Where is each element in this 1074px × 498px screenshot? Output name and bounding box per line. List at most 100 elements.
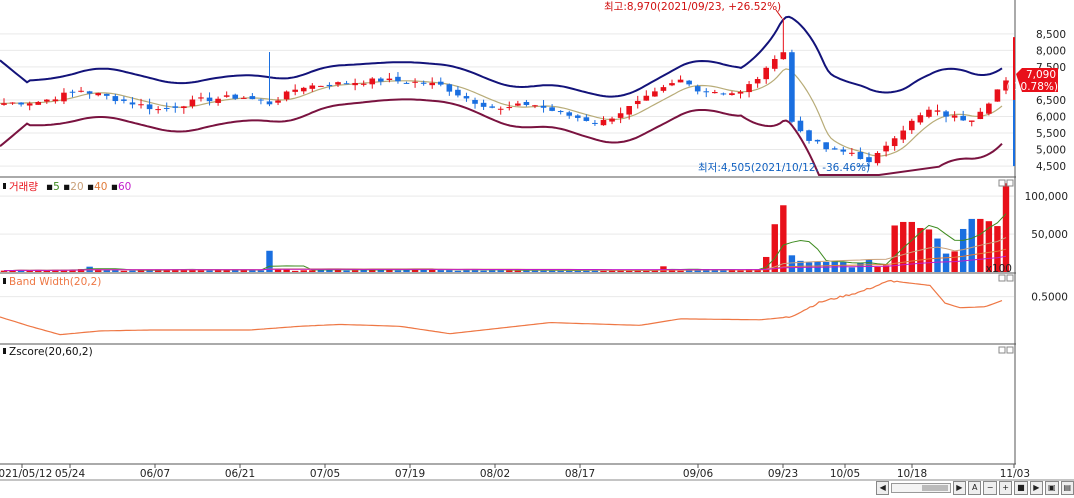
volume-bar <box>420 269 427 272</box>
play-icon[interactable]: ▶ <box>1029 481 1044 495</box>
candle-body <box>737 91 744 94</box>
volume-bar <box>95 269 102 272</box>
volume-bar <box>189 269 196 272</box>
pane-minimize-button[interactable] <box>998 346 1006 354</box>
volume-bar <box>574 270 581 272</box>
candle-body <box>900 130 907 140</box>
candle-body <box>686 80 692 85</box>
date-label: 08/17 <box>565 468 595 480</box>
pane-minimize-button[interactable] <box>998 274 1006 282</box>
candle-body <box>600 119 607 126</box>
candle-body <box>249 96 256 100</box>
candle-body <box>420 82 427 84</box>
annotation-high-pointer <box>775 9 783 19</box>
candle-body <box>437 81 444 85</box>
volume-bar <box>583 269 590 272</box>
candle-body <box>643 95 650 101</box>
volume-bar <box>625 270 633 272</box>
pane-minimize-button[interactable] <box>998 179 1006 187</box>
volume-bar <box>728 269 736 272</box>
candle-body <box>352 82 358 86</box>
zoom-out-icon[interactable]: − <box>983 481 997 495</box>
volume-bar <box>968 218 975 272</box>
candle-body <box>18 102 24 105</box>
volume-bar <box>754 269 761 272</box>
volume-axis: 50,000 100,000 <box>1025 191 1068 241</box>
candle-body <box>189 99 196 107</box>
pane-close-button[interactable] <box>1006 346 1014 354</box>
candle-body <box>515 103 521 106</box>
pane-close-button[interactable] <box>1006 274 1014 282</box>
candle-body <box>609 118 615 122</box>
current-price-tag: 7,090 ( 10.78%) <box>1006 68 1058 93</box>
date-label: 06/07 <box>140 468 170 480</box>
volume-bar <box>908 221 915 272</box>
legend-separator: ▪ <box>46 181 53 193</box>
candle-body <box>771 58 778 69</box>
scroll-left-button[interactable]: ◀ <box>876 481 890 495</box>
zoom-in-icon[interactable]: + <box>998 481 1013 495</box>
volume-bar <box>240 270 247 272</box>
bollinger-bands <box>0 15 1003 176</box>
bandwidth-axis: 0.5000 <box>1031 292 1068 304</box>
scroll-right-button[interactable]: ▶ <box>952 481 966 495</box>
date-label: 07/19 <box>395 468 425 480</box>
volume-bar <box>137 270 145 272</box>
candle-body <box>986 103 992 114</box>
pane-close-button[interactable] <box>1006 179 1014 187</box>
legend-separator: ▪ <box>60 181 70 193</box>
volume-bar <box>274 269 282 272</box>
volume-bar <box>360 269 367 272</box>
volume-bar <box>531 270 539 272</box>
zscore-pane[interactable]: Zscore(20,60,2) <box>3 346 93 358</box>
scroll-thumb[interactable] <box>921 485 948 491</box>
volume-bar <box>283 269 290 272</box>
bollinger-lower <box>0 98 1003 176</box>
price-pane[interactable]: 4,5005,0005,5006,0006,5007,5008,0008,500… <box>0 1 1066 176</box>
candle-body <box>720 93 727 95</box>
volume-bar <box>249 270 256 272</box>
candle-body <box>831 148 838 150</box>
date-label: 11/03 <box>1000 468 1030 480</box>
candle-body <box>309 85 316 89</box>
volume-bar <box>780 205 787 272</box>
candle-body <box>968 120 975 122</box>
volume-bar <box>685 269 693 272</box>
chart-scroll-controls[interactable]: ◀ ▶ A − + ■ ▶ ▣ ▤ <box>876 480 1074 496</box>
legend-marker <box>3 278 6 284</box>
volume-bar <box>557 270 564 272</box>
bandwidth-pane[interactable]: 0.5000 Band Width(20,2) <box>0 276 1068 336</box>
candle-body <box>677 79 684 83</box>
volume-bar <box>745 269 753 272</box>
stop-icon[interactable]: ■ <box>1014 481 1028 495</box>
candle-body <box>532 105 538 107</box>
pane-controls[interactable] <box>998 179 1014 354</box>
price-tick-label: 6,000 <box>1036 111 1066 123</box>
print-icon[interactable]: ▤ <box>1060 481 1074 495</box>
bollinger-upper <box>0 15 1003 98</box>
bandwidth-legend: Band Width(20,2) <box>9 276 101 288</box>
candle-body <box>746 84 752 93</box>
candle-body <box>360 83 367 85</box>
volume-bar <box>703 269 710 272</box>
candle-body <box>497 108 504 110</box>
scroll-track[interactable] <box>891 483 951 493</box>
legend-marker <box>3 348 6 354</box>
current-price-tag-bg <box>1016 68 1058 92</box>
candle-body <box>275 100 281 103</box>
zoom-font-icon[interactable]: A <box>967 481 982 495</box>
candle-body <box>343 83 350 85</box>
volume-bar <box>711 270 719 272</box>
volume-bar <box>411 269 419 272</box>
volume-bar <box>52 269 59 272</box>
candle-body <box>729 93 735 96</box>
candle-body <box>206 97 213 102</box>
candle-body <box>78 90 84 92</box>
save-icon[interactable]: ▣ <box>1045 481 1059 495</box>
candle-body <box>891 138 898 147</box>
volume-bar <box>608 269 616 272</box>
volume-bar <box>369 269 376 272</box>
